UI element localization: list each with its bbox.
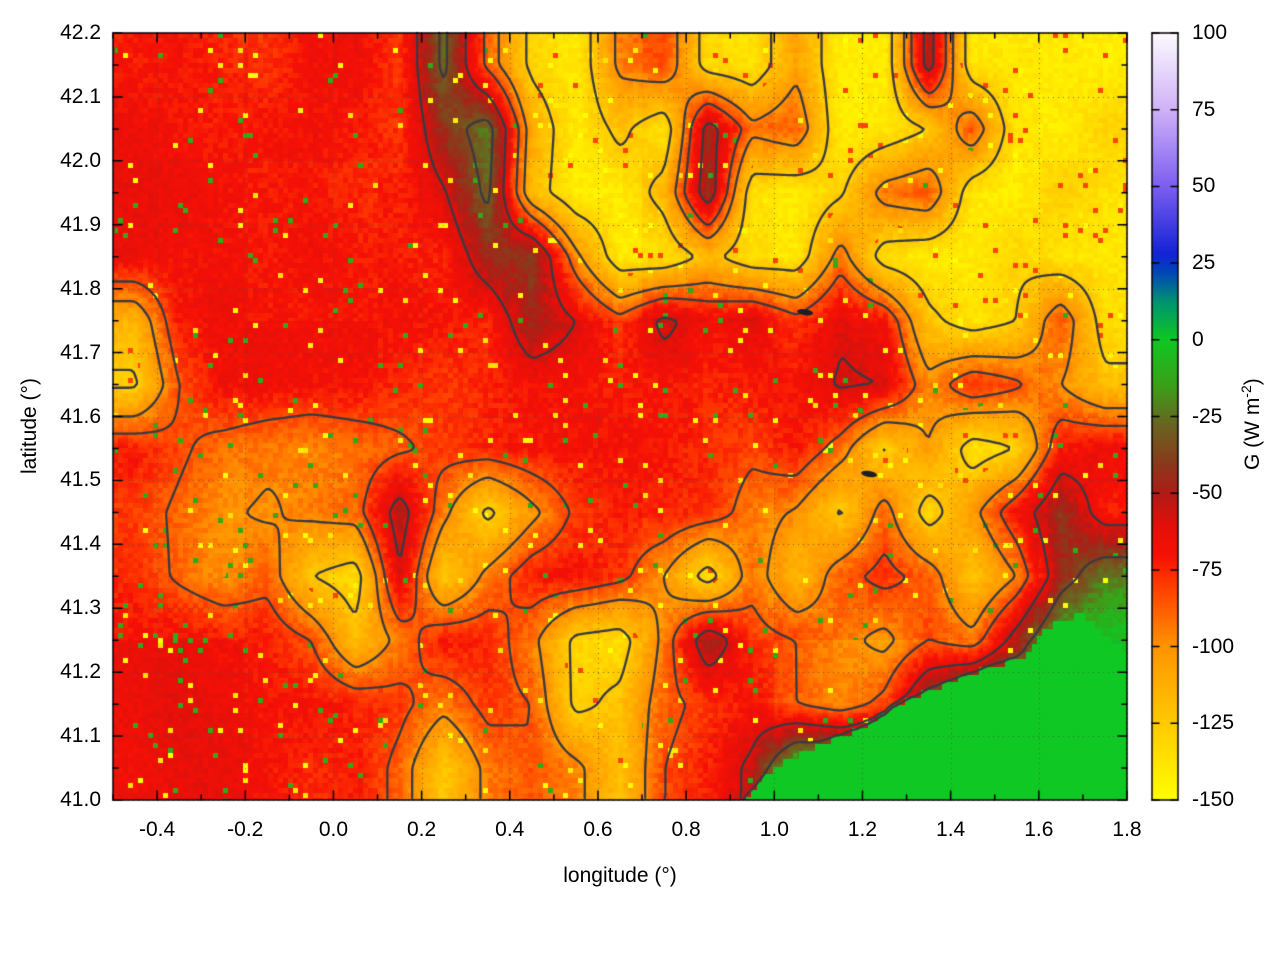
colorbar-label-suffix: )	[1241, 378, 1264, 386]
colorbar-tick-label: -25	[1192, 404, 1223, 428]
y-tick-label: 41.5	[60, 468, 101, 492]
x-tick-label: 0.4	[495, 818, 525, 841]
x-tick-label: 0.2	[406, 818, 437, 841]
y-tick-label: 41.7	[60, 340, 101, 364]
y-tick-label: 41.6	[60, 404, 101, 428]
y-tick-label: 41.2	[60, 660, 101, 684]
x-tick-label: 1.8	[1112, 818, 1142, 841]
x-tick-label: 1.0	[759, 818, 789, 841]
x-tick-label: 0.8	[671, 818, 701, 841]
x-tick-label: 1.2	[847, 818, 878, 841]
y-tick-label: 42.2	[60, 21, 101, 44]
colorbar-tick-label: -50	[1192, 481, 1223, 505]
x-tick-label: 0.6	[583, 818, 613, 841]
colorbar-tick-label: -100	[1192, 634, 1235, 658]
colorbar-tick-label: -150	[1192, 788, 1235, 811]
x-tick-label: 0.0	[318, 818, 349, 841]
y-tick-label: 41.9	[60, 212, 101, 236]
y-tick-label: 41.8	[60, 276, 101, 300]
y-tick-label: 42.0	[60, 148, 101, 172]
colorbar-tick-label: -125	[1192, 711, 1235, 735]
x-tick-label: 1.6	[1024, 818, 1054, 841]
colorbar-tick-label: -75	[1192, 557, 1223, 581]
colorbar-label-exponent: -2	[1238, 385, 1254, 398]
x-tick-label: -0.4	[138, 818, 176, 841]
colorbar-tick-label: 100	[1192, 21, 1228, 44]
colorbar-tick-label: 0	[1192, 327, 1204, 351]
x-tick-label: 1.4	[936, 818, 966, 841]
y-tick-label: 41.4	[60, 532, 101, 556]
x-tick-label: -0.2	[227, 818, 264, 841]
y-tick-label: 41.3	[60, 596, 101, 620]
colorbar-tick-label: 50	[1192, 174, 1216, 198]
colorbar-tick-label: 25	[1192, 251, 1216, 275]
y-tick-label: 42.1	[60, 84, 101, 108]
y-tick-label: 41.1	[60, 724, 101, 748]
x-axis-label: longitude (°)	[563, 864, 677, 887]
y-tick-label: 41.0	[60, 788, 101, 811]
colorbar-tick-label: 75	[1192, 97, 1216, 121]
